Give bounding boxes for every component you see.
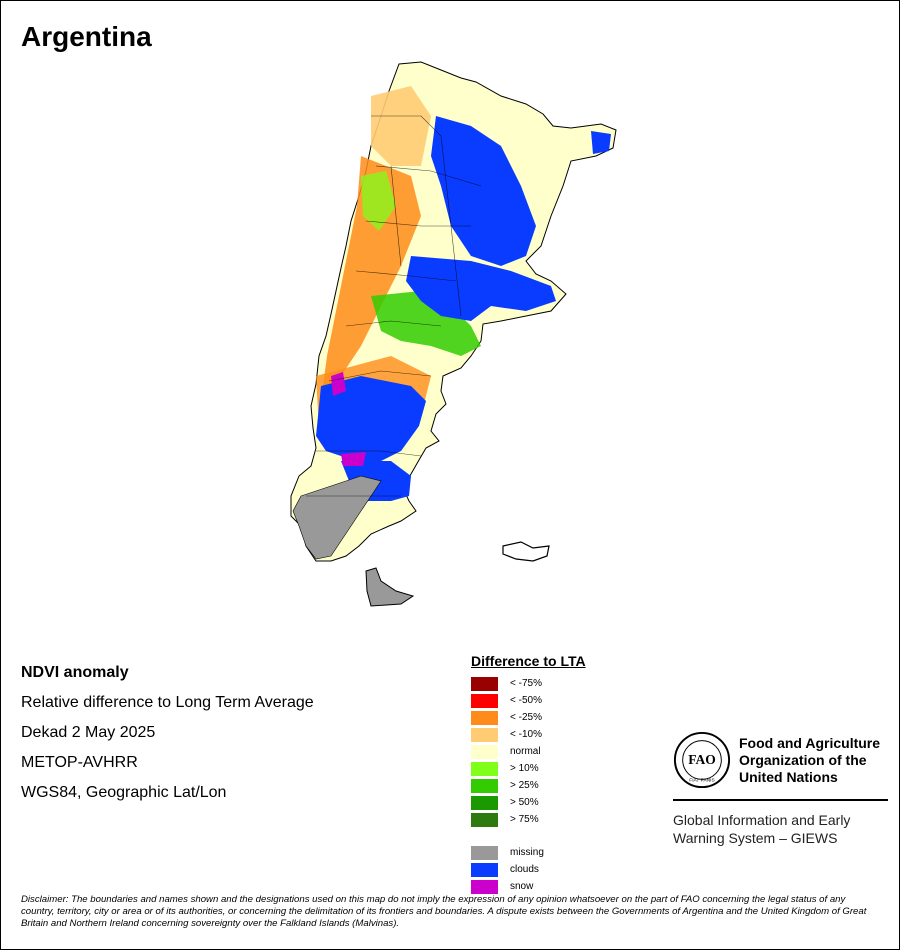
legend-row: > 75% xyxy=(471,811,586,828)
falkland-islands xyxy=(502,541,550,562)
argentina-ndvi-map xyxy=(290,61,617,607)
divider xyxy=(673,799,888,801)
fao-logo-icon: FAO FIAT PANIS xyxy=(673,731,731,789)
clouds-patagonia xyxy=(316,376,426,461)
legend-extra-items: missing clouds snow xyxy=(471,844,586,895)
anomaly-positive-northwest xyxy=(361,171,396,231)
snow-south-andes xyxy=(341,452,366,466)
product-description: Relative difference to Long Term Average xyxy=(21,694,314,711)
clouds-northeast xyxy=(431,116,536,266)
legend-row: < -50% xyxy=(471,692,586,709)
legend-swatch xyxy=(471,795,498,810)
legend-swatch xyxy=(471,845,498,860)
legend-label: missing xyxy=(510,847,544,858)
fao-branding: FAO FIAT PANIS Food and Agriculture Orga… xyxy=(673,731,893,847)
legend-row: > 50% xyxy=(471,794,586,811)
legend: Difference to LTA < -75% < -50% < -25% < -1… xyxy=(471,653,586,895)
missing-southern-patagonia xyxy=(292,475,382,560)
legend-label: > 25% xyxy=(510,780,539,791)
legend-title: Difference to LTA xyxy=(471,653,586,669)
legend-label: > 50% xyxy=(510,797,539,808)
legend-row: > 10% xyxy=(471,760,586,777)
legend-label: < -50% xyxy=(510,695,542,706)
svg-text:FIAT PANIS: FIAT PANIS xyxy=(689,777,715,783)
legend-row: < -75% xyxy=(471,675,586,692)
giews-name: Global Information and Early Warning Sys… xyxy=(673,812,851,846)
legend-label: < -25% xyxy=(510,712,542,723)
legend-swatch xyxy=(471,693,498,708)
legend-label: > 75% xyxy=(510,814,539,825)
legend-items: < -75% < -50% < -25% < -10% normal > 10% > 25%… xyxy=(471,675,586,828)
clouds-misiones xyxy=(591,131,611,154)
legend-row: clouds xyxy=(471,861,586,878)
map-info: NDVI anomaly Relative difference to Long… xyxy=(21,658,314,808)
disclaimer: Disclaimer: The boundaries and names sho… xyxy=(21,894,867,929)
anomaly-positive-central xyxy=(371,291,481,356)
legend-row: normal xyxy=(471,743,586,760)
product-projection: WGS84, Geographic Lat/Lon xyxy=(21,784,227,801)
legend-row: missing xyxy=(471,844,586,861)
legend-swatch xyxy=(471,862,498,877)
tierra-del-fuego xyxy=(365,567,415,607)
province-boundaries xyxy=(306,115,482,497)
legend-swatch xyxy=(471,761,498,776)
legend-row: < -25% xyxy=(471,709,586,726)
legend-label: clouds xyxy=(510,864,539,875)
clouds-pampas xyxy=(406,256,556,321)
legend-swatch xyxy=(471,710,498,725)
legend-swatch xyxy=(471,879,498,894)
svg-text:FAO: FAO xyxy=(688,752,716,767)
legend-label: < -75% xyxy=(510,678,542,689)
legend-label: snow xyxy=(510,881,534,892)
anomaly-mild-dry-northwest xyxy=(371,86,431,166)
legend-swatch xyxy=(471,812,498,827)
legend-swatch xyxy=(471,727,498,742)
product-name: NDVI anomaly xyxy=(21,664,129,681)
product-sensor: METOP-AVHRR xyxy=(21,754,138,771)
legend-swatch xyxy=(471,676,498,691)
legend-label: > 10% xyxy=(510,763,539,774)
fao-name: Food and Agriculture Organization of the… xyxy=(739,734,881,785)
legend-swatch xyxy=(471,778,498,793)
legend-swatch xyxy=(471,744,498,759)
legend-label: < -10% xyxy=(510,729,542,740)
legend-row: snow xyxy=(471,878,586,895)
legend-row: > 25% xyxy=(471,777,586,794)
map-title: Argentina xyxy=(21,21,152,52)
snow-andes xyxy=(331,372,346,396)
legend-label: normal xyxy=(510,746,541,757)
legend-row: < -10% xyxy=(471,726,586,743)
product-period: Dekad 2 May 2025 xyxy=(21,724,156,741)
